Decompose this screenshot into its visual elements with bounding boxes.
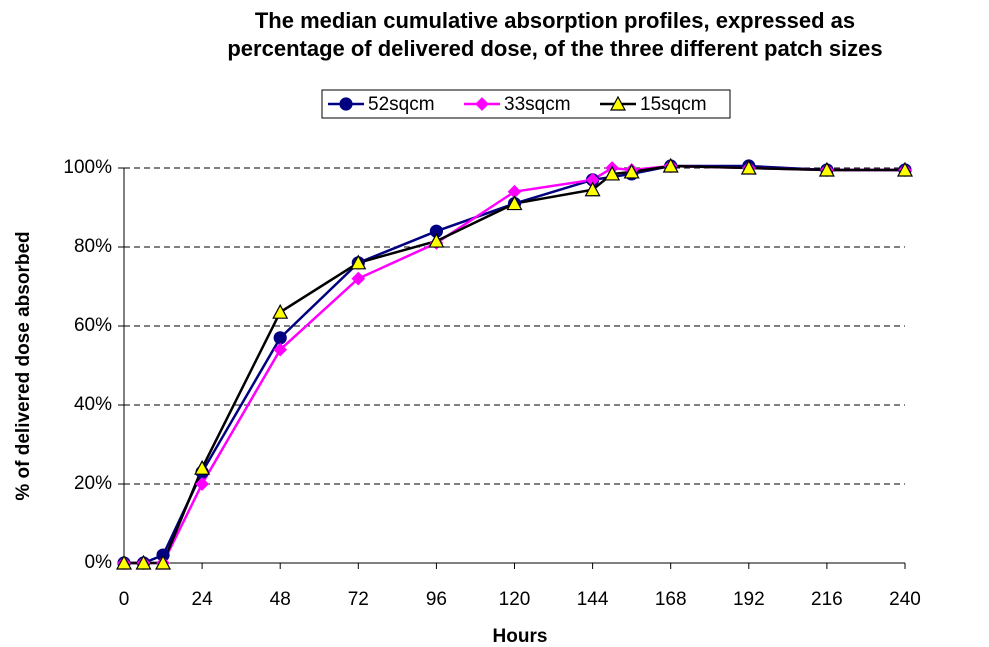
data-point bbox=[195, 477, 209, 491]
chart-title: The median cumulative absorption profile… bbox=[255, 8, 855, 33]
x-tick-label: 96 bbox=[426, 589, 447, 610]
legend-label: 33sqcm bbox=[504, 94, 571, 115]
y-tick-label: 80% bbox=[74, 236, 112, 257]
y-tick-label: 60% bbox=[74, 315, 112, 336]
legend-label: 15sqcm bbox=[640, 94, 707, 115]
y-tick-label: 0% bbox=[85, 552, 113, 573]
legend-marker bbox=[475, 97, 489, 111]
data-point bbox=[350, 254, 367, 270]
data-point bbox=[273, 342, 288, 357]
data-point bbox=[896, 161, 914, 177]
x-tick-label: 168 bbox=[655, 589, 687, 610]
x-tick-label: 240 bbox=[889, 589, 921, 610]
series-line bbox=[124, 164, 905, 565]
x-axis-label: Hours bbox=[493, 626, 548, 647]
legend-box bbox=[321, 89, 731, 119]
x-tick-label: 24 bbox=[192, 589, 214, 610]
series-line bbox=[124, 164, 905, 565]
data-point bbox=[272, 303, 289, 319]
data-point bbox=[273, 331, 287, 345]
data-point bbox=[506, 195, 523, 211]
data-point bbox=[115, 554, 133, 570]
x-tick-label: 0 bbox=[119, 589, 130, 610]
data-point bbox=[604, 165, 621, 181]
data-point bbox=[194, 459, 211, 475]
data-point bbox=[623, 163, 640, 179]
x-tick-label: 48 bbox=[270, 589, 291, 610]
data-point bbox=[662, 157, 679, 173]
x-tick-label: 144 bbox=[577, 589, 609, 610]
x-tick-label: 120 bbox=[499, 589, 531, 610]
data-point bbox=[351, 271, 366, 286]
y-tick-label: 40% bbox=[74, 394, 112, 415]
series-line bbox=[124, 164, 905, 565]
data-point bbox=[584, 181, 601, 197]
x-tick-label: 216 bbox=[811, 589, 843, 610]
data-point bbox=[428, 232, 445, 248]
legend-marker bbox=[609, 95, 627, 111]
data-point bbox=[135, 554, 152, 570]
y-axis-label: % of delivered dose absorbed bbox=[13, 231, 34, 500]
data-point bbox=[740, 159, 757, 175]
y-tick-label: 100% bbox=[63, 157, 112, 178]
legend-marker bbox=[339, 97, 353, 111]
x-tick-label: 72 bbox=[348, 589, 369, 610]
chart-title: percentage of delivered dose, of the thr… bbox=[227, 36, 882, 61]
x-tick-label: 192 bbox=[733, 589, 765, 610]
data-point bbox=[818, 161, 835, 177]
data-point bbox=[155, 554, 172, 570]
y-tick-label: 20% bbox=[74, 473, 112, 494]
legend-label: 52sqcm bbox=[368, 94, 435, 115]
